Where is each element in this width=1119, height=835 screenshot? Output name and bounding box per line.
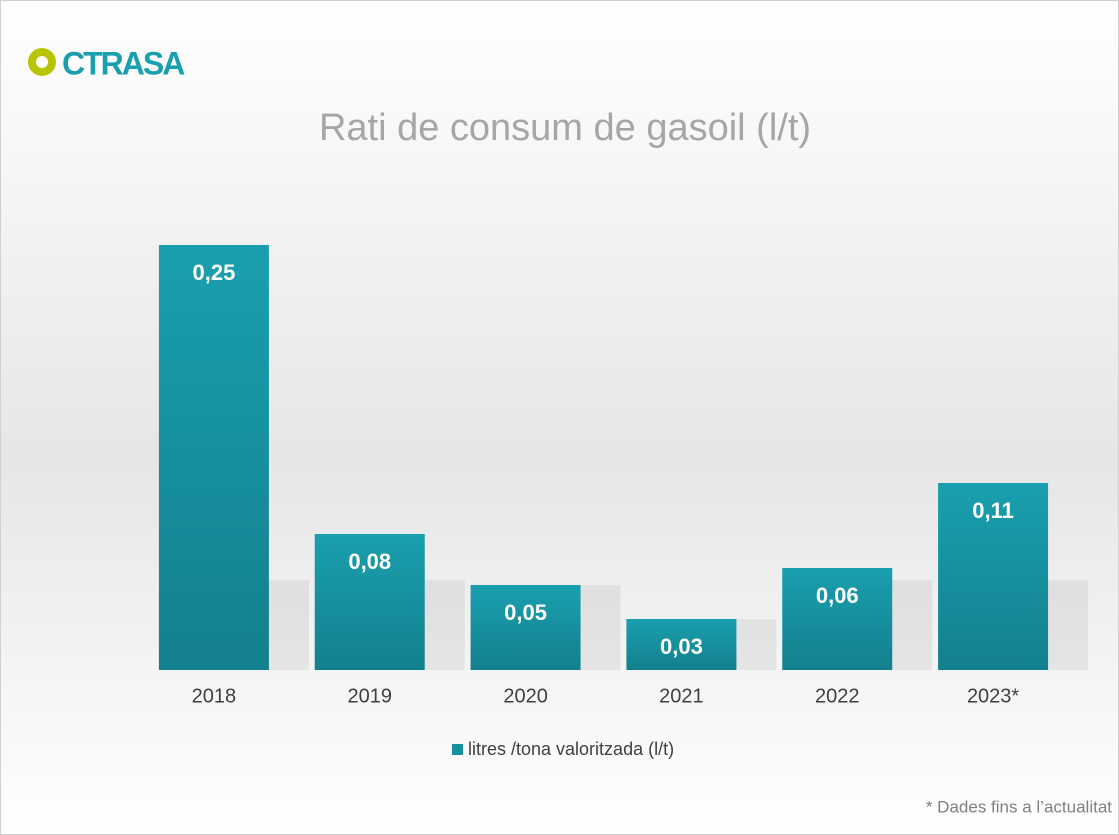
bar xyxy=(158,245,269,670)
bar-shadow xyxy=(580,585,621,670)
bar-shadow xyxy=(736,619,777,670)
data-label: 0,08 xyxy=(348,549,391,574)
logo-icon-hole xyxy=(36,56,48,68)
legend-swatch xyxy=(452,744,463,755)
x-tick-label: 2021 xyxy=(659,685,704,707)
bar-shadow xyxy=(1048,580,1089,670)
data-label: 0,06 xyxy=(816,583,859,608)
x-tick-label: 2023* xyxy=(967,685,1019,707)
bar-shadow xyxy=(424,580,465,670)
plot: 2018 0,25 2019 0,08 2020 0,05 2021 0,03 2022 0,06… xyxy=(158,245,1089,759)
bar xyxy=(314,534,425,670)
data-label: 0,03 xyxy=(660,634,703,659)
footnote: * Dades fins a l’actualitat xyxy=(926,797,1112,816)
bar-shadow xyxy=(268,580,309,670)
data-label: 0,05 xyxy=(504,600,547,625)
x-tick-label: 2022 xyxy=(815,685,860,707)
data-label: 0,11 xyxy=(972,498,1014,523)
bar xyxy=(782,568,893,670)
bar-shadow xyxy=(892,580,933,670)
bar xyxy=(938,483,1049,670)
bar xyxy=(626,619,737,670)
x-tick-label: 2018 xyxy=(192,685,237,707)
logo: CTRASA xyxy=(62,45,185,81)
legend-label: litres /tona valoritzada (l/t) xyxy=(468,739,674,759)
x-tick-label: 2019 xyxy=(348,685,393,707)
chart-title: Rati de consum de gasoil (l/t) xyxy=(319,107,811,149)
x-tick-label: 2020 xyxy=(503,685,548,707)
data-label: 0,25 xyxy=(193,260,236,285)
bar xyxy=(470,585,581,670)
